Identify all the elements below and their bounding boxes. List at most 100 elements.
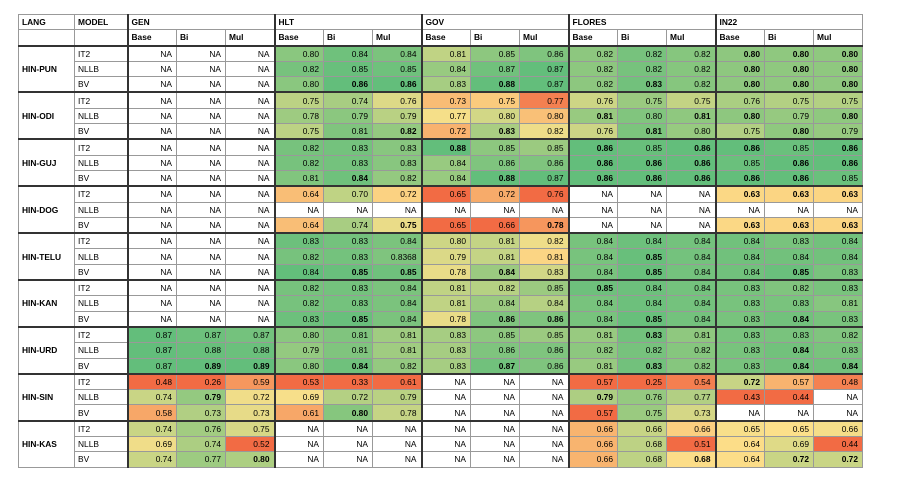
- score-cell: 0.75: [764, 91, 814, 109]
- score-cell: 0.86: [666, 154, 716, 171]
- score-cell: 0.83: [714, 342, 765, 359]
- lang-cell: HIN-ODI: [18, 91, 75, 140]
- score-cell: NA: [225, 60, 275, 78]
- score-cell: 0.87: [519, 60, 569, 78]
- score-cell: 0.86: [519, 44, 569, 62]
- score-cell: 0.79: [813, 123, 863, 140]
- score-cell: 0.66: [567, 451, 618, 468]
- score-cell: 0.58: [126, 404, 177, 422]
- model-cell: BV: [74, 169, 128, 187]
- score-cell: NA: [519, 201, 569, 218]
- score-cell: 0.85: [813, 169, 863, 187]
- header-blank-lang: [18, 29, 75, 47]
- score-cell: 0.59: [225, 372, 275, 391]
- score-cell: 0.57: [764, 372, 814, 391]
- table-row: BV NA NA NA 0.80 0.86 0.86 0.83 0.88 0.87 0.82 0.83…: [19, 76, 863, 93]
- score-cell: NA: [764, 201, 814, 218]
- table-row: HIN-PUN IT2 NA NA NA 0.80 0.84 0.84 0.81 0.85 0.86…: [18, 44, 863, 93]
- subheader-gen-mul: Mul: [225, 29, 275, 47]
- score-cell: 0.87: [519, 76, 569, 93]
- score-cell: NA: [567, 185, 618, 203]
- score-cell: 0.83: [714, 310, 765, 328]
- score-cell: 0.83: [323, 232, 373, 250]
- model-cell: BV: [74, 76, 128, 93]
- score-cell: 0.83: [420, 357, 471, 375]
- score-cell: 0.85: [519, 279, 569, 297]
- score-cell: 0.74: [126, 419, 177, 438]
- score-cell: 0.79: [420, 248, 471, 265]
- score-cell: 0.81: [470, 232, 520, 250]
- score-cell: NA: [666, 185, 716, 203]
- score-cell: NA: [225, 44, 275, 62]
- score-cell: 0.77: [519, 91, 569, 109]
- score-cell: NA: [470, 404, 520, 422]
- score-cell: NA: [764, 404, 814, 422]
- score-cell: 0.80: [323, 404, 373, 422]
- score-cell: NA: [126, 138, 177, 156]
- score-cell: 0.81: [420, 44, 471, 62]
- score-cell: 0.85: [764, 138, 814, 156]
- score-cell: 0.81: [420, 295, 471, 312]
- score-cell: 0.85: [470, 138, 520, 156]
- score-cell: 0.83: [372, 154, 422, 171]
- model-cell: BV: [74, 310, 128, 328]
- score-cell: 0.75: [617, 404, 667, 422]
- lang-cell: HIN-KAS: [18, 419, 75, 468]
- score-cell: NA: [126, 279, 177, 297]
- header-group-in22: IN22: [714, 13, 863, 31]
- score-cell: 0.79: [273, 342, 324, 359]
- score-cell: NA: [519, 389, 569, 406]
- score-cell: NA: [813, 201, 863, 218]
- score-cell: 0.65: [764, 419, 814, 438]
- score-cell: 0.84: [420, 169, 471, 187]
- lang-cell: HIN-SIN: [18, 372, 75, 422]
- score-cell: NA: [126, 263, 177, 281]
- score-cell: 0.84: [764, 310, 814, 328]
- score-cell: NA: [666, 216, 716, 234]
- score-cell: NA: [176, 154, 226, 171]
- score-cell: 0.83: [764, 232, 814, 250]
- score-cell: 0.84: [420, 154, 471, 171]
- score-cell: 0.86: [323, 76, 373, 93]
- model-cell: NLLB: [74, 154, 128, 171]
- score-cell: 0.79: [176, 389, 226, 406]
- table-row: HIN-SIN IT2 0.48 0.26 0.59 0.53 0.33 0.61 NA NA NA…: [18, 372, 863, 422]
- score-cell: NA: [176, 263, 226, 281]
- score-cell: 0.87: [126, 357, 177, 375]
- subheader-gov-bi: Bi: [470, 29, 520, 47]
- score-cell: NA: [420, 436, 471, 453]
- score-cell: 0.80: [764, 123, 814, 140]
- score-cell: 0.48: [126, 372, 177, 391]
- subheader-gov-base: Base: [420, 29, 471, 47]
- score-cell: 0.82: [567, 342, 618, 359]
- score-cell: 0.80: [617, 107, 667, 125]
- score-cell: NA: [323, 436, 373, 453]
- score-cell: 0.82: [273, 295, 324, 312]
- score-cell: 0.63: [764, 185, 814, 203]
- score-cell: 0.72: [470, 185, 520, 203]
- score-cell: NA: [323, 451, 373, 468]
- score-cell: 0.85: [714, 154, 765, 171]
- header-group-gov: GOV: [420, 13, 569, 31]
- score-cell: 0.78: [273, 107, 324, 125]
- score-cell: NA: [126, 295, 177, 312]
- score-cell: 0.63: [714, 216, 765, 234]
- score-cell: 0.82: [273, 60, 324, 78]
- score-cell: 0.80: [813, 107, 863, 125]
- model-cell: BV: [74, 357, 128, 375]
- table-row: HIN-KAN IT2 NA NA NA 0.82 0.83 0.84 0.81 0.82 0.85…: [18, 279, 863, 328]
- score-cell: 0.66: [666, 419, 716, 438]
- table-row: HIN-TELU IT2 NA NA NA 0.83 0.83 0.84 0.80 0.81 0.8…: [18, 232, 863, 281]
- score-cell: 0.84: [813, 232, 863, 250]
- score-cell: 0.84: [666, 279, 716, 297]
- score-cell: 0.84: [714, 263, 765, 281]
- score-cell: 0.68: [666, 451, 716, 468]
- score-cell: 0.86: [470, 342, 520, 359]
- score-cell: 0.44: [764, 389, 814, 406]
- score-cell: 0.70: [323, 185, 373, 203]
- score-cell: 0.61: [372, 372, 422, 391]
- score-cell: 0.72: [813, 451, 863, 468]
- score-cell: 0.52: [225, 436, 275, 453]
- header-row-sub: Base Bi Mul Base Bi Mul Base Bi Mul Base Bi Mul Base…: [18, 29, 863, 47]
- score-cell: 0.84: [470, 295, 520, 312]
